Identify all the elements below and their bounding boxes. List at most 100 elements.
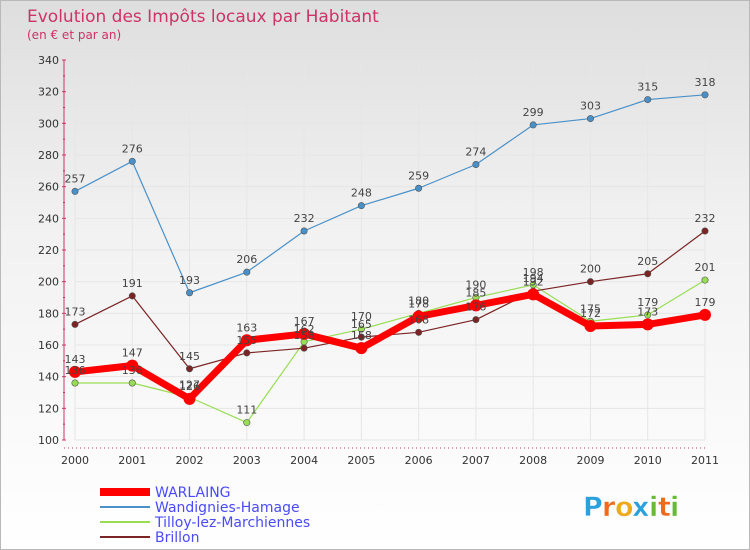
data-label: 248: [351, 187, 372, 200]
x-tick-label: 2002: [176, 454, 204, 467]
data-label: 147: [122, 347, 143, 360]
y-tick-label: 220: [38, 244, 59, 257]
data-point: [644, 311, 652, 319]
data-point: [415, 184, 423, 192]
logo-letter: x: [632, 492, 649, 523]
data-point: [128, 379, 136, 387]
data-label: 178: [408, 298, 429, 311]
series-layer: [69, 91, 711, 427]
data-point: [586, 278, 594, 286]
y-tick-label: 120: [38, 402, 59, 415]
y-tick-label: 240: [38, 212, 59, 225]
axes: 100 120 140 160 180 200 220 240 260 280 300 320 340 2…: [38, 54, 719, 467]
data-label: 180: [408, 294, 429, 307]
chart-subtitle: (en € et par an): [27, 28, 121, 42]
data-label: 198: [523, 266, 544, 279]
data-label: 155: [236, 334, 257, 347]
data-label: 163: [236, 321, 257, 334]
data-label: 136: [122, 364, 143, 377]
data-label: 274: [465, 146, 486, 159]
y-tick-label: 140: [38, 371, 59, 384]
data-point: [469, 299, 482, 312]
data-point: [71, 379, 79, 387]
data-point: [529, 121, 537, 129]
data-point: [186, 365, 194, 373]
x-tick-label: 2010: [634, 454, 662, 467]
y-tick-label: 340: [38, 54, 59, 67]
data-label: 192: [523, 275, 544, 288]
series-line-0: [71, 290, 709, 403]
data-point: [126, 359, 139, 372]
data-label: 200: [580, 263, 601, 276]
data-point: [701, 276, 709, 284]
logo-letter: i: [649, 492, 658, 523]
data-label: 136: [65, 364, 86, 377]
data-point: [699, 308, 711, 321]
x-tick-label: 2008: [519, 454, 547, 467]
data-point: [128, 157, 136, 165]
data-point: [412, 310, 425, 323]
y-tick-label: 200: [38, 276, 59, 289]
data-point: [240, 334, 253, 347]
data-point: [472, 161, 480, 169]
legend: WARLAINGWandignies-HamageTilloy-lez-Marc…: [100, 485, 310, 546]
series-line-3: [74, 230, 706, 370]
data-label: 315: [637, 81, 658, 94]
data-point: [71, 320, 79, 328]
data-label: 172: [580, 307, 601, 320]
data-label: 143: [65, 353, 86, 366]
data-point: [300, 227, 308, 235]
data-label: 193: [179, 274, 200, 287]
data-label: 299: [523, 106, 544, 119]
data-label: 145: [179, 350, 200, 363]
x-tick-label: 2009: [576, 454, 604, 467]
data-label: 179: [637, 296, 658, 309]
data-point: [415, 328, 423, 336]
x-tick-label: 2006: [405, 454, 433, 467]
data-label: 232: [695, 212, 716, 225]
data-label: 259: [408, 169, 429, 182]
data-label: 194: [523, 272, 544, 285]
data-label: 185: [465, 286, 486, 299]
data-point: [243, 349, 251, 357]
x-tick-label: 2001: [118, 454, 146, 467]
data-point: [186, 289, 194, 297]
data-point: [355, 342, 368, 355]
logo-letter: P: [583, 492, 603, 523]
legend-label: WARLAING: [155, 485, 231, 501]
data-label: 276: [122, 142, 143, 155]
data-label: 127: [179, 378, 200, 391]
data-label: 191: [122, 277, 143, 290]
y-tick-label: 160: [38, 339, 59, 352]
series-line-2: [74, 279, 706, 424]
data-point: [243, 419, 251, 427]
x-tick-label: 2011: [691, 454, 719, 467]
data-label: 167: [294, 315, 315, 328]
logo-letter: t: [658, 492, 671, 523]
logo-letter: o: [615, 492, 634, 523]
data-point: [472, 316, 480, 324]
data-label: 318: [695, 76, 716, 89]
data-point: [644, 96, 652, 104]
data-point: [357, 325, 365, 333]
data-label: 201: [695, 261, 716, 274]
data-point: [586, 115, 594, 123]
data-label: 158: [351, 329, 372, 342]
data-point: [701, 91, 709, 99]
data-point: [183, 392, 196, 405]
data-label: 175: [580, 302, 601, 315]
legend-label: Tilloy-lez-Marchiennes: [154, 515, 310, 531]
data-label: 206: [236, 253, 257, 266]
data-point: [701, 227, 709, 235]
data-point: [584, 320, 597, 332]
legend-label: Brillon: [155, 530, 199, 546]
series-line-1: [74, 94, 706, 294]
legend-label: Wandignies-Hamage: [155, 500, 300, 516]
data-label: 168: [408, 313, 429, 326]
x-tick-label: 2007: [462, 454, 490, 467]
data-point: [527, 288, 540, 301]
logo-letter: i: [670, 492, 679, 523]
y-tick-label: 260: [38, 181, 59, 194]
